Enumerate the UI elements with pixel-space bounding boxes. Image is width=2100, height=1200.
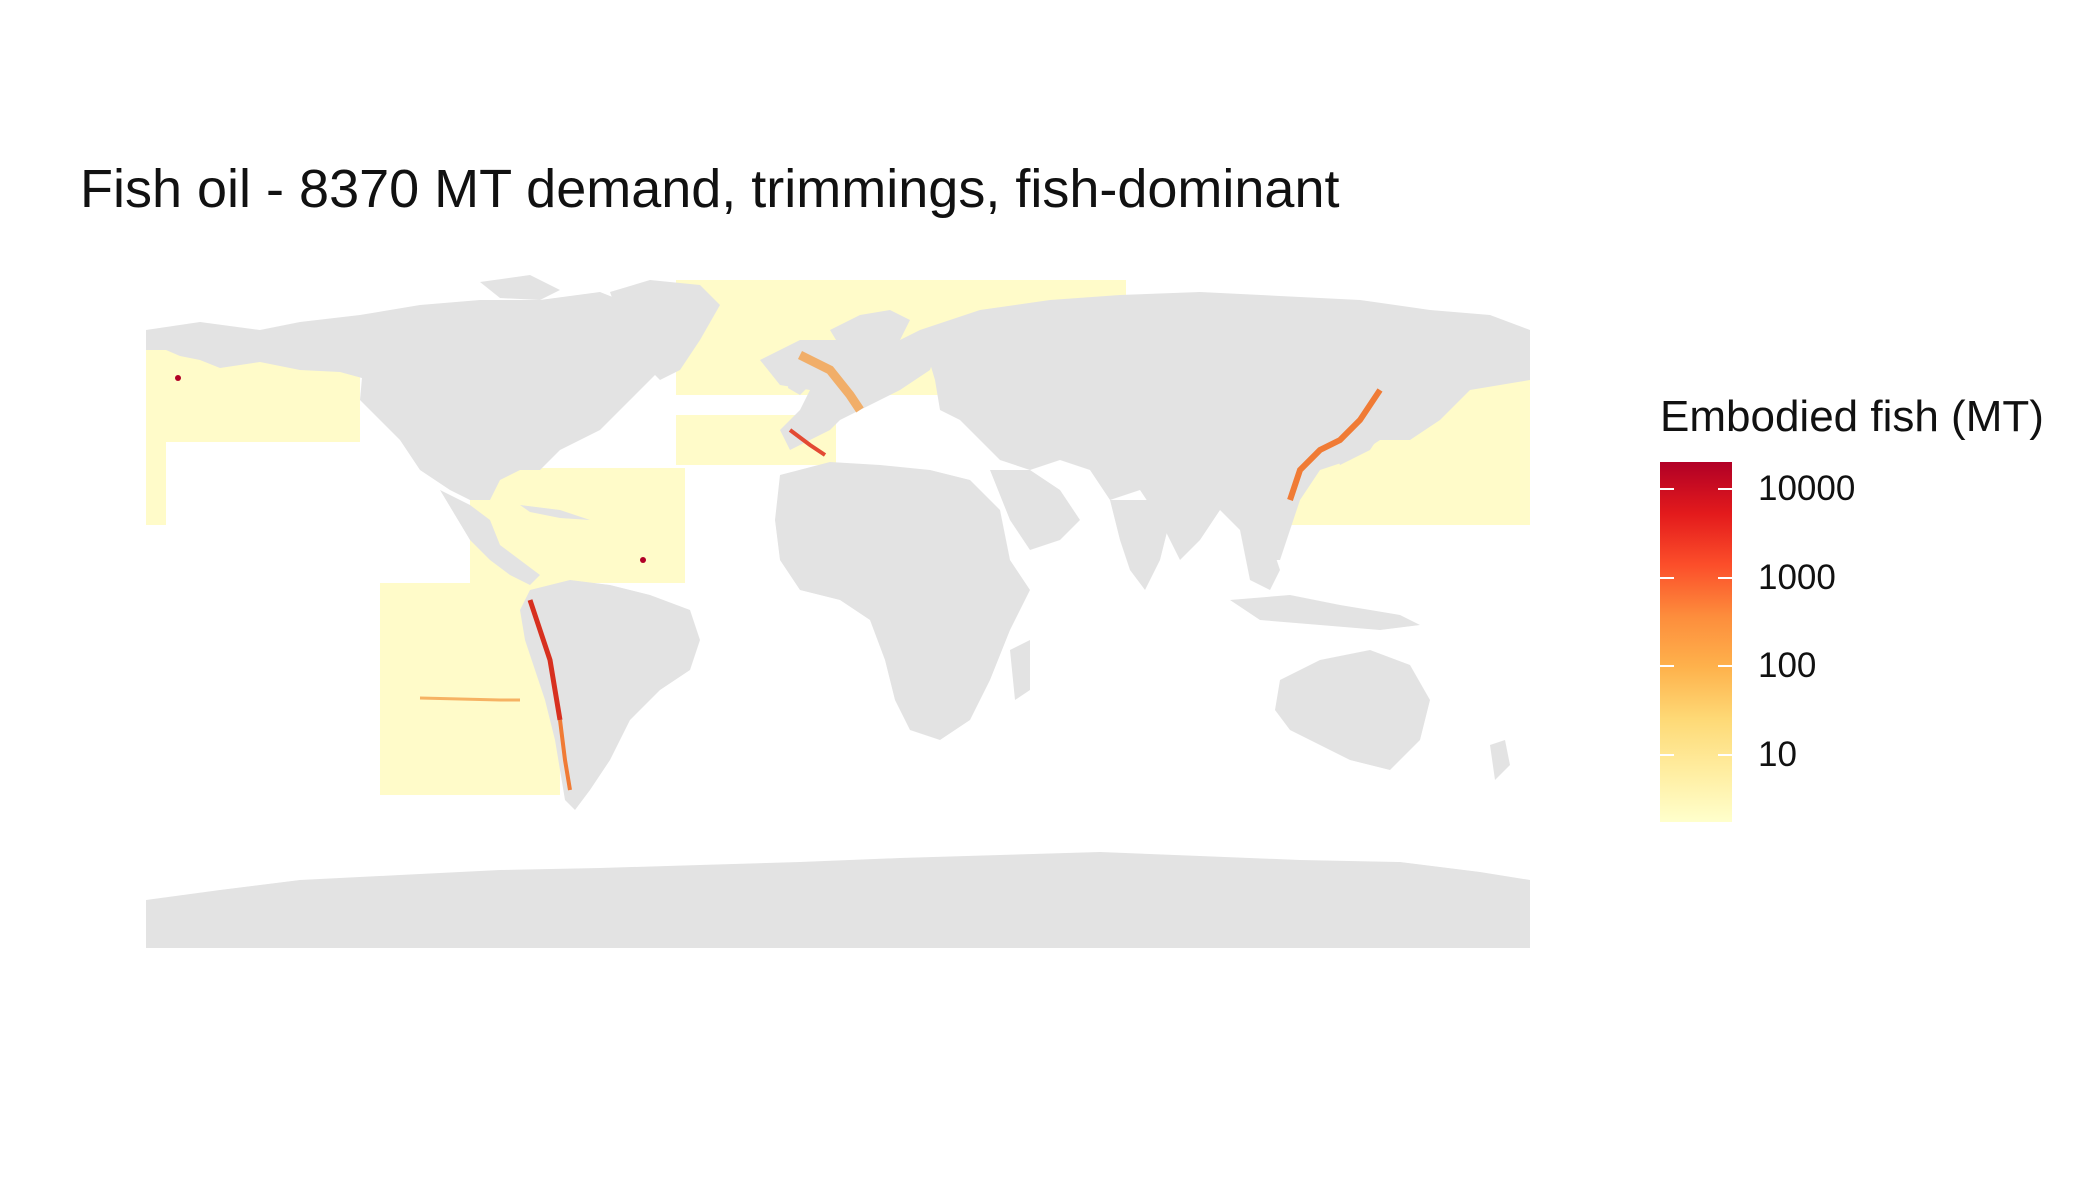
legend-tick-mark-right — [1718, 487, 1732, 490]
legend-tick-label: 1000 — [1758, 557, 1836, 597]
legend-tick-mark-right — [1718, 665, 1732, 668]
land-japan — [1335, 390, 1390, 465]
legend-tick-label: 10000 — [1758, 468, 1856, 508]
land-new-zealand — [1490, 740, 1510, 780]
legend-colorbar — [1660, 462, 1732, 822]
land-southeast-asia — [1240, 530, 1280, 590]
catch-intensity-highlights — [175, 350, 1383, 791]
land-indonesia — [1230, 595, 1420, 630]
legend-tick-mark-left — [1660, 576, 1674, 579]
legend-colorbar-wrap: 10000 1000 100 10 — [1660, 462, 1855, 822]
land-arabia — [990, 470, 1080, 550]
legend-tick-mark-left — [1660, 665, 1674, 668]
plot-title: Fish oil - 8370 MT demand, trimmings, fi… — [80, 159, 1340, 219]
hotspot-chile-coast — [558, 719, 572, 791]
hotspot-north-sea — [797, 350, 864, 413]
hotspot-east-asia-coast — [1287, 388, 1383, 501]
legend-tick-mark-right — [1718, 576, 1732, 579]
hotspot-southeast-pacific-band — [419, 696, 520, 702]
land-central-america — [440, 490, 540, 585]
legend-tick-label: 10 — [1758, 735, 1797, 775]
land-india — [1110, 500, 1170, 590]
legend-tick-mark-left — [1660, 487, 1674, 490]
land-north-america — [146, 292, 670, 500]
land-africa — [775, 462, 1030, 740]
land-british-isles — [788, 365, 810, 395]
land-arctic-canada — [480, 275, 560, 300]
legend: Embodied fish (MT) 10000 1000 100 10 — [1660, 392, 2044, 822]
land-scandinavia — [830, 310, 910, 380]
hotspot-iberia — [788, 428, 827, 457]
land-australia — [1275, 650, 1430, 770]
land-antarctica — [146, 852, 1530, 948]
hotspot-north-pacific-point — [175, 375, 181, 381]
land-asia — [920, 292, 1530, 560]
legend-tick-mark-right — [1718, 754, 1732, 757]
hotspot-caribbean-point — [640, 557, 646, 563]
legend-tick-mark-left — [1660, 754, 1674, 757]
land-cuba — [520, 505, 590, 520]
legend-title: Embodied fish (MT) — [1660, 392, 2044, 441]
region-north-pacific-strip — [146, 440, 166, 525]
land-greenland — [610, 280, 720, 380]
hotspot-peru-coast — [527, 599, 563, 721]
legend-tick-label: 100 — [1758, 646, 1817, 686]
land-madagascar — [1010, 640, 1030, 700]
